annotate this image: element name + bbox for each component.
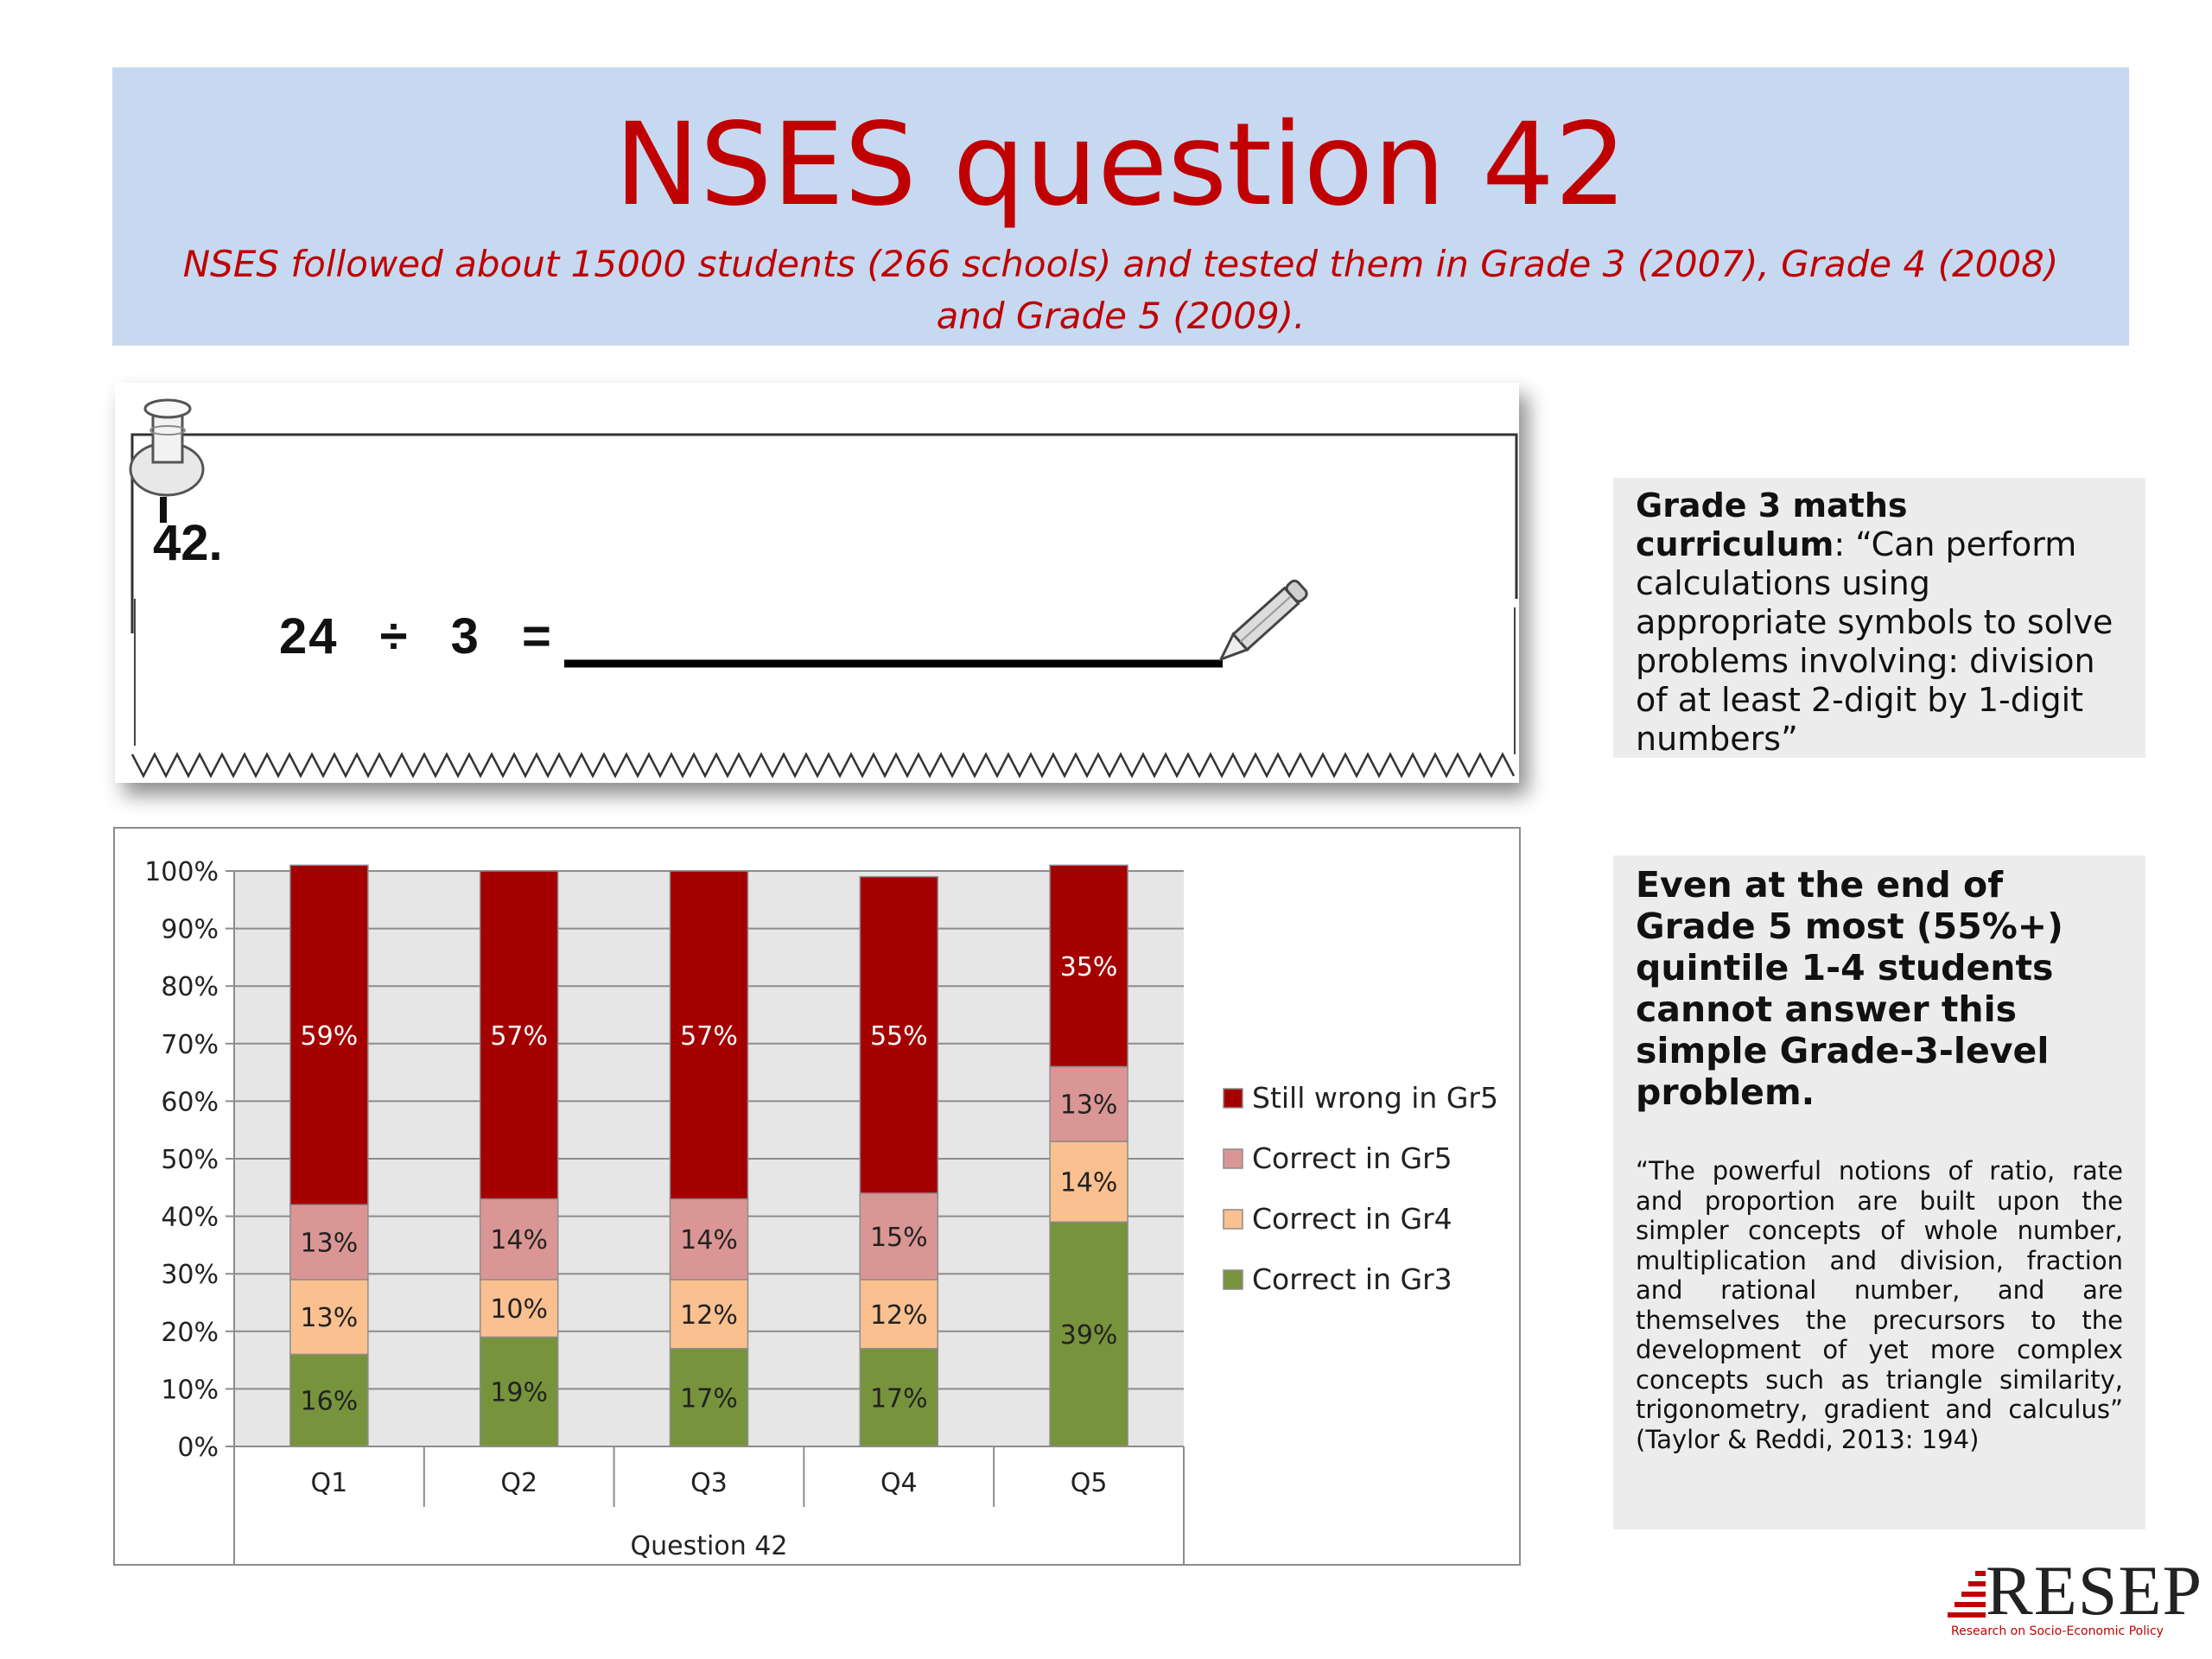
pencil-icon — [1217, 579, 1308, 662]
legend-swatch — [1223, 1209, 1243, 1230]
legend-label: Correct in Gr5 — [1252, 1141, 1452, 1175]
finding-quote: “The powerful notions of ratio, rate and… — [1636, 1156, 2123, 1454]
data-label: 39% — [1060, 1320, 1118, 1351]
bar-segment — [289, 1279, 369, 1356]
data-label: 57% — [680, 1021, 738, 1052]
data-label: 12% — [870, 1300, 928, 1331]
curriculum-heading: Grade 3 maths curriculum — [1636, 486, 1908, 563]
data-label: 10% — [490, 1294, 548, 1325]
y-tick-label: 30% — [161, 1260, 219, 1290]
finding-lead: Even at the end of Grade 5 most (55%+) q… — [1636, 864, 2063, 1113]
data-label: 14% — [680, 1225, 738, 1255]
y-tick-label: 50% — [161, 1145, 219, 1175]
legend-swatch — [1223, 1088, 1243, 1109]
data-label: 13% — [1060, 1090, 1118, 1121]
stacked-bar-chart: 16% 13% 13% 59% 19% 10% 14% 57% 17% 12% 14% 57% 17% 1… — [113, 827, 1521, 1566]
title-banner: NSES question 42 NSES followed about 150… — [112, 67, 2129, 346]
y-tick-label: 0% — [177, 1433, 219, 1463]
logo-bars-icon — [1948, 1571, 1986, 1618]
bar-segment — [1049, 864, 1128, 1068]
finding-callout: Even at the end of Grade 5 most (55%+) q… — [1613, 855, 2145, 1529]
data-label: 15% — [870, 1223, 928, 1253]
torn-edge — [130, 752, 1516, 779]
x-tick-label: Q2 — [500, 1468, 537, 1498]
data-label: 12% — [680, 1300, 738, 1331]
division-equation: 24 ÷ 3 = — [279, 608, 553, 664]
y-tick-label: 100% — [144, 857, 219, 887]
data-label: 57% — [490, 1021, 548, 1052]
question-number: 42. — [153, 515, 223, 571]
legend-swatch — [1223, 1269, 1243, 1290]
data-label: 19% — [490, 1378, 548, 1408]
bar-segment — [479, 1198, 559, 1281]
bar-segment — [479, 870, 559, 1200]
y-tick-label: 10% — [161, 1375, 219, 1405]
data-label: 17% — [680, 1383, 738, 1414]
data-label: 13% — [301, 1229, 359, 1259]
logo-wordmark: RESEP — [1986, 1551, 2203, 1630]
data-label: 14% — [490, 1225, 548, 1255]
page-title: NSES question 42 — [614, 99, 1627, 232]
bar-segment — [669, 870, 749, 1200]
y-tick-label: 20% — [161, 1318, 219, 1348]
data-label: 13% — [301, 1303, 359, 1333]
resep-logo: RESEP Research on Socio-Economic Policy — [1944, 1551, 2202, 1642]
y-tick-label: 40% — [161, 1203, 219, 1233]
legend-label: Correct in Gr3 — [1252, 1262, 1452, 1296]
y-tick-label: 60% — [161, 1087, 219, 1117]
chart-svg: 16% 13% 13% 59% 19% 10% 14% 57% 17% 12% 14% 57% 17% 1… — [144, 857, 1498, 1564]
data-label: 17% — [870, 1383, 928, 1414]
data-label: 59% — [301, 1021, 359, 1052]
problem-card-drawing — [129, 398, 1518, 779]
bar-segment — [289, 1204, 369, 1281]
legend-label: Correct in Gr4 — [1252, 1202, 1452, 1236]
bar-segment — [289, 864, 369, 1206]
x-tick-label: Q4 — [880, 1468, 918, 1498]
data-label: 55% — [870, 1021, 928, 1052]
curriculum-callout: Grade 3 maths curriculum: “Can perform c… — [1613, 478, 2145, 758]
x-tick-label: Q1 — [311, 1468, 348, 1498]
push-pin-icon — [129, 398, 205, 523]
bar-segment — [479, 1336, 559, 1447]
bar-segment — [859, 1279, 939, 1350]
data-label: 35% — [1060, 952, 1118, 982]
bar-segment — [669, 1198, 749, 1281]
page-subtitle: NSES followed about 15000 students (266 … — [182, 243, 2059, 337]
bar-segment — [289, 1353, 369, 1447]
legend-swatch — [1223, 1148, 1243, 1169]
bar-segment — [1049, 1065, 1128, 1142]
problem-card: 42. 24 ÷ 3 = — [115, 383, 1519, 783]
y-tick-label: 70% — [161, 1030, 219, 1060]
bar-segment — [479, 1279, 559, 1338]
x-tick-label: Q3 — [690, 1468, 728, 1498]
logo-tagline: Research on Socio-Economic Policy — [1951, 1624, 2164, 1638]
x-tick-label: Q5 — [1071, 1468, 1108, 1498]
y-tick-label: 80% — [161, 972, 219, 1002]
bar-segment — [859, 1192, 939, 1281]
legend-label: Still wrong in Gr5 — [1252, 1081, 1498, 1115]
data-label: 16% — [301, 1387, 359, 1417]
y-tick-label: 90% — [161, 915, 219, 945]
curriculum-text: “Can perform calculations using appropri… — [1636, 525, 2113, 758]
x-axis-title: Question 42 — [631, 1531, 788, 1561]
bar-segment — [669, 1279, 749, 1350]
data-label: 14% — [1060, 1168, 1118, 1198]
bar-segment — [859, 875, 939, 1194]
